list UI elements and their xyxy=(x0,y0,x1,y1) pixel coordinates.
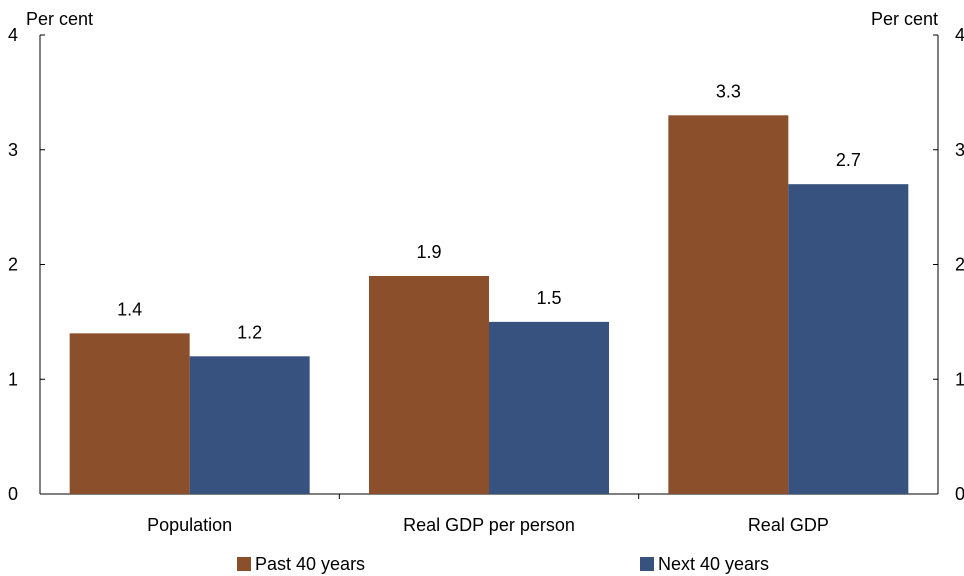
bar-past-40-years xyxy=(369,275,489,494)
left-tick-label: 0 xyxy=(8,484,18,504)
right-tick-label: 0 xyxy=(955,484,964,504)
category-label: Real GDP per person xyxy=(403,515,575,535)
right-tick-label: 4 xyxy=(955,25,964,45)
legend-swatch xyxy=(237,557,251,571)
right-tick-label: 3 xyxy=(955,140,964,160)
right-tick-label: 2 xyxy=(955,255,964,275)
legend-swatch xyxy=(640,557,654,571)
bar-next-40-years xyxy=(489,321,609,494)
category-label: Real GDP xyxy=(748,515,829,535)
category-label: Population xyxy=(147,515,232,535)
left-tick-label: 3 xyxy=(8,140,18,160)
left-axis-unit: Per cent xyxy=(26,9,93,29)
bar-past-40-years xyxy=(69,333,190,494)
bar-value-label: 2.7 xyxy=(836,150,861,170)
bar-value-label: 1.5 xyxy=(536,288,561,308)
category-labels: Population Real GDP per person Real GDP xyxy=(147,515,829,535)
bar-past-40-years xyxy=(668,115,789,494)
bar-value-label: 1.9 xyxy=(416,242,441,262)
bar-value-label: 1.4 xyxy=(117,299,142,319)
bar-next-40-years xyxy=(189,356,310,494)
right-tick-label: 1 xyxy=(955,369,964,389)
bars xyxy=(69,115,909,495)
right-axis-unit: Per cent xyxy=(871,9,938,29)
legend-label: Next 40 years xyxy=(658,554,769,574)
bar-value-label: 1.2 xyxy=(237,322,262,342)
data-labels: 1.4 1.2 1.9 1.5 3.3 2.7 xyxy=(117,81,861,342)
left-tick-label: 4 xyxy=(8,25,18,45)
legend: Past 40 years Next 40 years xyxy=(237,554,769,574)
bar-value-label: 3.3 xyxy=(716,81,741,101)
legend-label: Past 40 years xyxy=(255,554,365,574)
left-tick-label: 1 xyxy=(8,369,18,389)
left-tick-label: 2 xyxy=(8,255,18,275)
bar-next-40-years xyxy=(788,184,909,495)
